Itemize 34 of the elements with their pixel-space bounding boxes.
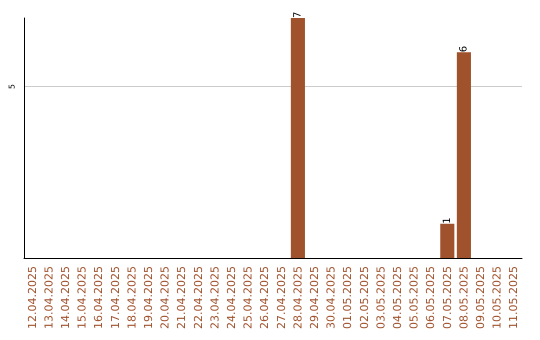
data-label: 7 bbox=[292, 12, 304, 18]
x-tick-label: 13.04.2025 bbox=[42, 266, 56, 330]
x-tick-label: 17.04.2025 bbox=[108, 266, 122, 330]
x-tick-label: 15.04.2025 bbox=[76, 266, 89, 330]
x-tick-label: 19.04.2025 bbox=[142, 266, 155, 330]
x-tick-label: 05.05.2025 bbox=[408, 266, 421, 330]
y-tick-label: 5 bbox=[8, 84, 16, 90]
x-tick-label: 08.05.2025 bbox=[457, 266, 470, 330]
x-tick-label: 26.04.2025 bbox=[258, 266, 272, 330]
x-tick-label: 22.04.2025 bbox=[192, 266, 205, 330]
x-tick-label: 16.04.2025 bbox=[92, 266, 106, 330]
x-tick-label: 10.05.2025 bbox=[490, 266, 504, 330]
x-tick-label: 21.04.2025 bbox=[175, 266, 188, 330]
x-tick-label: 04.05.2025 bbox=[391, 266, 404, 330]
x-tick-label: 03.05.2025 bbox=[374, 266, 388, 330]
x-tick-label: 02.05.2025 bbox=[358, 266, 371, 330]
x-tick-label: 20.04.2025 bbox=[158, 266, 172, 330]
x-tick-label: 27.04.2025 bbox=[274, 266, 288, 330]
x-tick-label: 14.04.2025 bbox=[59, 266, 72, 330]
x-tick-label: 29.04.2025 bbox=[308, 266, 321, 330]
x-tick-label: 18.04.2025 bbox=[125, 266, 138, 330]
x-tick-label: 12.04.2025 bbox=[26, 266, 39, 330]
x-tick-label: 25.04.2025 bbox=[242, 266, 255, 330]
x-tick-label: 28.04.2025 bbox=[291, 266, 304, 330]
x-tick-label: 06.05.2025 bbox=[424, 266, 438, 330]
x-tick-label: 07.05.2025 bbox=[440, 266, 454, 330]
data-label: 6 bbox=[458, 46, 470, 52]
x-tick-label: 24.04.2025 bbox=[225, 266, 238, 330]
x-tick-label: 30.04.2025 bbox=[324, 266, 338, 330]
x-tick-label: 11.05.2025 bbox=[507, 266, 520, 330]
x-tick-label: 23.04.2025 bbox=[208, 266, 222, 330]
data-label: 1 bbox=[442, 217, 453, 224]
x-tick-label: 09.05.2025 bbox=[474, 266, 487, 330]
x-tick-label: 01.05.2025 bbox=[341, 266, 354, 330]
